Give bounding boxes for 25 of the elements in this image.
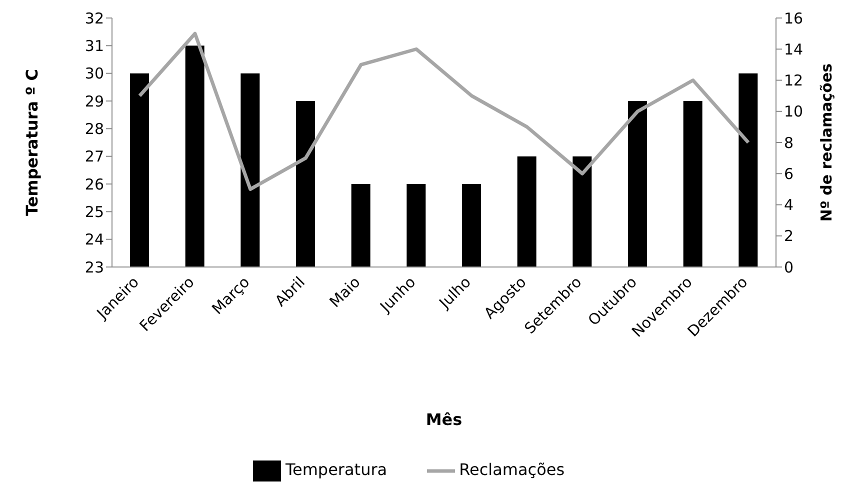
y-tick-label: 26: [84, 175, 104, 194]
x-axis-title: Mês: [426, 410, 462, 429]
y2-tick-label: 0: [784, 258, 794, 276]
y2-tick-label: 10: [784, 102, 804, 121]
y-tick-label: 32: [84, 9, 104, 28]
y-tick-label: 31: [84, 36, 104, 55]
y2-axis-title: Nº de reclamações: [817, 63, 836, 222]
y-tick-label: 29: [84, 92, 104, 110]
y2-tick-label: 14: [784, 40, 804, 58]
y2-tick-label: 16: [784, 9, 804, 28]
y2-tick-label: 6: [784, 164, 794, 183]
y2-tick-label: 4: [784, 196, 794, 214]
y-axis-title: Temperatura º C: [22, 69, 42, 216]
legend-label: Reclamações: [459, 460, 565, 480]
y2-tick-label: 12: [784, 72, 804, 90]
y-tick-label: 24: [84, 230, 104, 249]
y-tick-label: 25: [84, 202, 104, 221]
line-series: [138, 32, 750, 191]
legend-label: Temperatura: [285, 460, 388, 480]
y2-tick-label: 2: [784, 227, 794, 246]
y-tick-label: 28: [84, 120, 104, 138]
y2-tick-label: 8: [784, 134, 794, 152]
y-tick-label: 23: [84, 258, 104, 276]
y-tick-label: 30: [84, 64, 104, 83]
y-tick-label: 27: [84, 148, 104, 166]
